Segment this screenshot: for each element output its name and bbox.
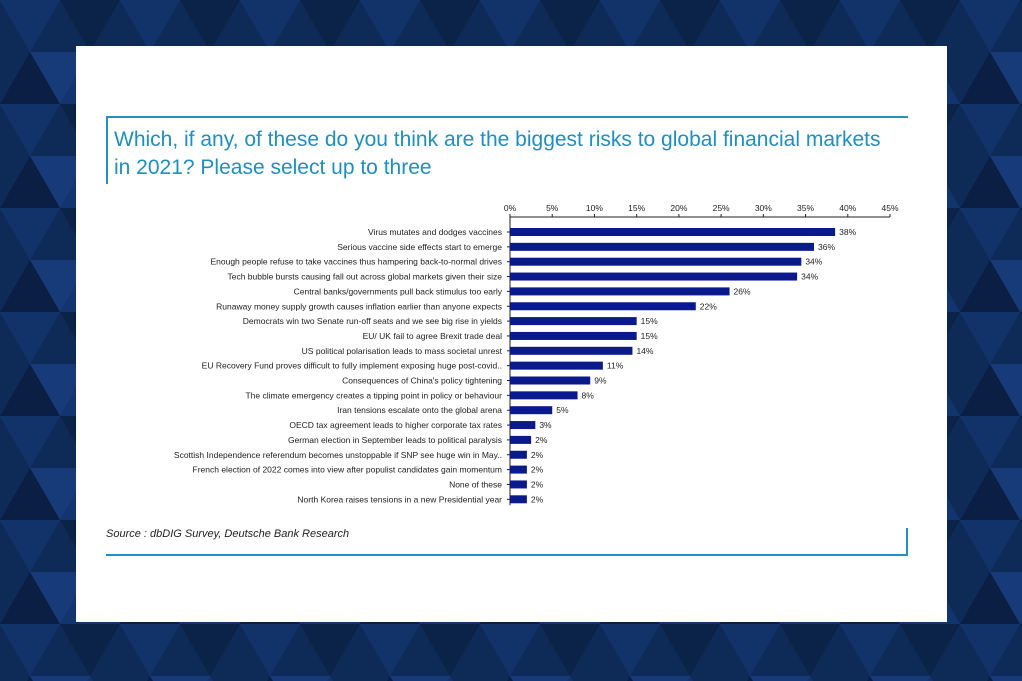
- x-tick-label: 0%: [504, 203, 517, 213]
- data-label: 22%: [700, 301, 717, 311]
- x-tick-label: 10%: [586, 203, 603, 213]
- source-frame: [106, 528, 908, 556]
- bar: [510, 361, 603, 370]
- x-tick-label: 15%: [628, 203, 645, 213]
- bar: [510, 391, 578, 400]
- bar: [510, 302, 696, 311]
- chart-title: Which, if any, of these do you think are…: [114, 128, 881, 179]
- data-label: 2%: [535, 435, 548, 445]
- bar: [510, 272, 798, 281]
- category-label: North Korea raises tensions in a new Pre…: [297, 494, 502, 504]
- bar: [510, 287, 730, 296]
- bar: [510, 346, 633, 355]
- data-label: 15%: [641, 331, 658, 341]
- category-label: Enough people refuse to take vaccines th…: [210, 257, 502, 267]
- bar: [510, 376, 591, 385]
- bars: Virus mutates and dodges vaccines 38% Seri…: [174, 227, 857, 504]
- category-label: EU/ UK fail to agree Brexit trade deal: [363, 331, 502, 341]
- data-label: 2%: [531, 465, 544, 475]
- bar: [510, 406, 553, 415]
- category-label: French election of 2022 comes into view …: [193, 465, 502, 475]
- x-tick-label: 40%: [839, 203, 856, 213]
- category-label: Consequences of China's policy tightenin…: [342, 376, 502, 386]
- data-label: 38%: [839, 227, 856, 237]
- x-tick-label: 25%: [713, 203, 730, 213]
- data-label: 15%: [641, 316, 658, 326]
- bar: [510, 480, 527, 489]
- x-tick-label: 20%: [670, 203, 687, 213]
- category-label: OECD tax agreement leads to higher corpo…: [289, 420, 502, 430]
- title-frame: [106, 116, 908, 184]
- data-label: 2%: [531, 479, 544, 489]
- category-label: Scottish Independence referendum becomes…: [174, 450, 502, 460]
- data-label: 3%: [539, 420, 552, 430]
- x-tick-label: 35%: [797, 203, 814, 213]
- x-tick-label: 45%: [881, 203, 898, 213]
- category-label: Tech bubble bursts causing fall out acro…: [227, 272, 502, 282]
- bar: [510, 242, 814, 251]
- data-label: 36%: [818, 242, 835, 252]
- data-label: 2%: [531, 450, 544, 460]
- data-label: 34%: [805, 257, 822, 267]
- bar: [510, 331, 637, 340]
- bar: [510, 495, 527, 504]
- category-label: US political polarisation leads to mass …: [302, 346, 503, 356]
- data-label: 9%: [594, 376, 607, 386]
- data-label: 34%: [801, 272, 818, 282]
- category-label: Democrats win two Senate run-off seats a…: [243, 316, 502, 326]
- x-tick-label: 5%: [546, 203, 559, 213]
- bar: [510, 421, 536, 430]
- bar: [510, 257, 802, 266]
- category-label: Runaway money supply growth causes infla…: [216, 301, 502, 311]
- bar: [510, 317, 637, 326]
- data-label: 8%: [582, 390, 595, 400]
- category-label: Virus mutates and dodges vaccines: [368, 227, 502, 237]
- bar-chart: 0% 5% 10% 15% 20% 25% 30% 35% 40% 45% Virus mutat…: [174, 203, 899, 506]
- bar: [510, 435, 532, 444]
- category-label: None of these: [449, 479, 502, 489]
- bar: [510, 465, 527, 474]
- category-label: German election in September leads to po…: [288, 435, 502, 445]
- chart-card: Which, if any, of these do you think are…: [76, 46, 947, 622]
- category-label: The climate emergency creates a tipping …: [245, 390, 502, 400]
- data-label: 5%: [556, 405, 569, 415]
- data-label: 2%: [531, 494, 544, 504]
- category-label: Serious vaccine side effects start to em…: [337, 242, 502, 252]
- bar: [510, 228, 836, 236]
- category-label: Iran tensions escalate onto the global a…: [337, 405, 502, 415]
- bar: [510, 450, 527, 459]
- data-label: 14%: [636, 346, 653, 356]
- data-label: 11%: [607, 361, 624, 371]
- source-note: Source : dbDIG Survey, Deutsche Bank Res…: [106, 528, 350, 540]
- category-label: EU Recovery Fund proves difficult to ful…: [202, 361, 502, 371]
- category-label: Central banks/governments pull back stim…: [294, 286, 503, 296]
- x-tick-label: 30%: [755, 203, 772, 213]
- data-label: 26%: [734, 286, 751, 296]
